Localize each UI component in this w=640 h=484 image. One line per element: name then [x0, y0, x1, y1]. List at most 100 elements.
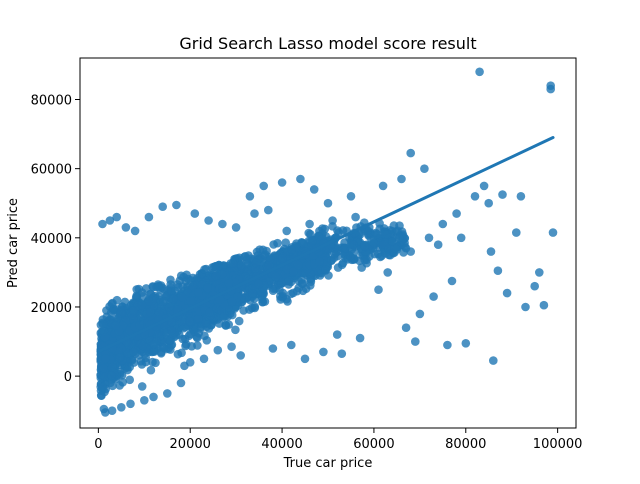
- scatter-point: [433, 240, 443, 249]
- scatter-point: [138, 292, 148, 301]
- scatter-point: [257, 294, 267, 304]
- scatter-point: [288, 288, 298, 298]
- scatter-point: [107, 363, 117, 372]
- scatter-point: [271, 272, 281, 282]
- scatter-point: [100, 372, 110, 381]
- scatter-point: [411, 337, 420, 346]
- scatter-point: [204, 216, 213, 225]
- scatter-point: [221, 321, 231, 330]
- scatter-point: [498, 190, 507, 199]
- scatter-point: [355, 333, 365, 343]
- scatter-point: [199, 354, 209, 364]
- scatter-point: [98, 319, 108, 329]
- scatter-point: [194, 288, 203, 298]
- scatter-point: [300, 354, 310, 364]
- scatter-point: [227, 297, 237, 307]
- scatter-point: [323, 198, 333, 208]
- scatter-point: [177, 292, 186, 302]
- scatter-point: [401, 323, 411, 333]
- scatter-point: [159, 297, 168, 306]
- scatter-point: [111, 320, 121, 330]
- scatter-point: [138, 341, 148, 351]
- scatter-point: [98, 383, 107, 393]
- scatter-point: [443, 340, 452, 350]
- scatter-point: [153, 281, 163, 291]
- scatter-point: [378, 181, 388, 191]
- scatter-point: [399, 248, 408, 257]
- scatter-point: [163, 389, 172, 398]
- scatter-point: [149, 392, 158, 402]
- scatter-point: [181, 341, 190, 351]
- scatter-point: [130, 226, 140, 236]
- scatter-point: [287, 340, 296, 350]
- y-tick-label: 20000: [31, 301, 72, 316]
- scatter-point: [167, 317, 176, 327]
- scatter-point: [479, 181, 489, 191]
- scatter-point: [117, 403, 126, 412]
- scatter-point: [309, 185, 319, 194]
- scatter-point: [167, 286, 176, 296]
- scatter-point: [360, 255, 369, 265]
- scatter-point: [294, 283, 304, 293]
- scatter-point: [332, 330, 342, 339]
- regression-line: [99, 136, 555, 353]
- scatter-point: [461, 339, 471, 348]
- scatter-point: [194, 314, 203, 323]
- scatter-point: [172, 200, 181, 210]
- scatter-point: [502, 288, 512, 298]
- scatter-point: [227, 342, 236, 352]
- scatter-point: [200, 265, 209, 274]
- scatter-point: [193, 341, 202, 350]
- x-tick-label: 20000: [170, 437, 211, 452]
- scatter-point: [406, 148, 416, 158]
- x-tick-label: 60000: [353, 437, 394, 452]
- scatter-point: [535, 268, 544, 277]
- scatter-point: [144, 212, 154, 222]
- scatter-point: [293, 260, 303, 270]
- scatter-point: [115, 381, 124, 390]
- scatter-point: [231, 223, 241, 232]
- scatter-point: [278, 288, 288, 298]
- scatter-point: [137, 360, 147, 369]
- scatter-point: [374, 285, 383, 295]
- scatter-point: [123, 365, 132, 375]
- scatter-point: [98, 219, 107, 229]
- scatter-point: [372, 229, 382, 239]
- scatter-point: [177, 348, 186, 358]
- y-axis-ticks: 0 20000 40000 60000 80000: [31, 93, 80, 385]
- scatter-point: [107, 371, 116, 380]
- scatter-point: [328, 216, 337, 225]
- scatter-point: [227, 310, 237, 320]
- scatter-point: [205, 308, 214, 317]
- scatter-point: [512, 228, 521, 237]
- scatter-point: [97, 391, 106, 401]
- scatter-point: [146, 289, 155, 299]
- scatter-point: [254, 279, 263, 289]
- points-layer: [96, 67, 558, 417]
- scatter-point: [158, 202, 167, 211]
- scatter-point: [100, 333, 110, 342]
- scatter-point: [115, 353, 124, 363]
- scatter-point: [308, 236, 317, 245]
- scatter-point: [186, 296, 195, 305]
- scatter-point: [169, 294, 178, 304]
- scatter-point: [230, 304, 240, 313]
- scatter-point: [228, 259, 238, 268]
- scatter-point: [489, 356, 498, 365]
- scatter-point: [132, 291, 141, 301]
- scatter-point: [185, 317, 194, 326]
- scatter-point: [144, 296, 153, 306]
- scatter-point: [186, 329, 195, 339]
- scatter-point: [252, 247, 262, 257]
- scatter-point: [240, 251, 250, 261]
- scatter-point: [493, 266, 503, 276]
- scatter-point: [284, 276, 294, 286]
- scatter-point: [149, 339, 159, 349]
- scatter-point: [102, 312, 112, 322]
- scatter-point: [129, 358, 139, 367]
- scatter-point: [250, 209, 259, 218]
- scatter-point: [268, 344, 278, 353]
- scatter-point: [347, 242, 357, 252]
- scatter-point: [277, 254, 287, 264]
- scatter-point: [135, 321, 144, 331]
